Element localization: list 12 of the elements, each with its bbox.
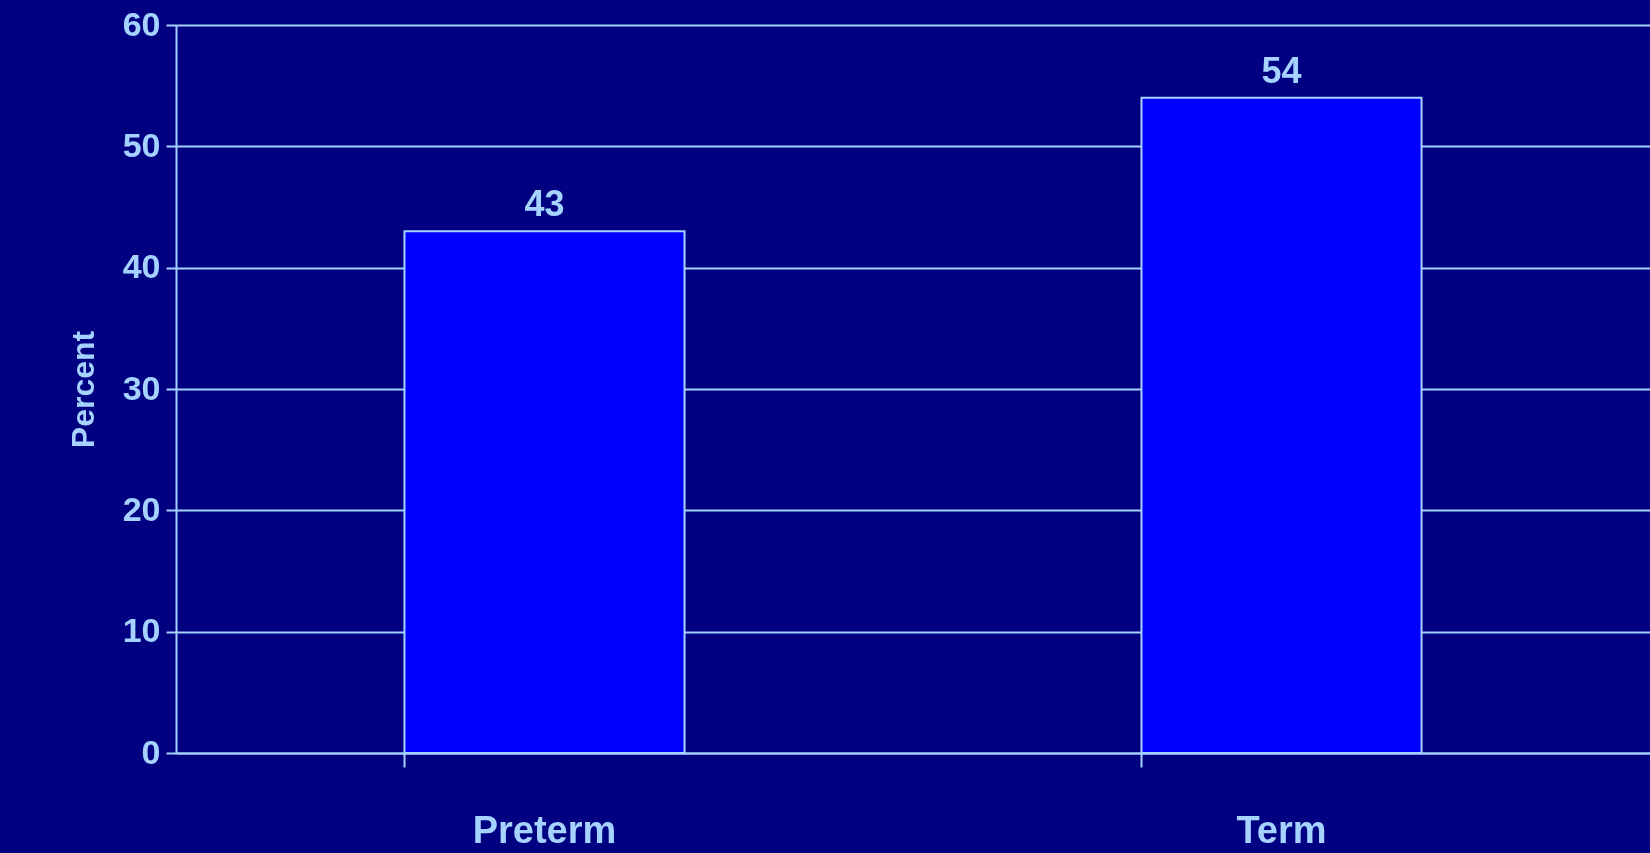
- y-tick-label: 60: [122, 4, 161, 43]
- y-axis-title: Percent: [64, 330, 101, 449]
- x-tick-label: Preterm: [472, 808, 617, 851]
- y-tick-label: 30: [122, 368, 161, 407]
- x-tick-label: Term: [1236, 808, 1327, 851]
- data-label: 43: [524, 183, 565, 225]
- data-label: 54: [1261, 49, 1302, 91]
- y-tick-label: 40: [122, 247, 161, 286]
- y-tick-label: 10: [122, 611, 161, 650]
- y-tick-label: 20: [122, 489, 161, 528]
- y-tick-label: 0: [141, 732, 161, 771]
- y-tick-label: 50: [122, 125, 161, 164]
